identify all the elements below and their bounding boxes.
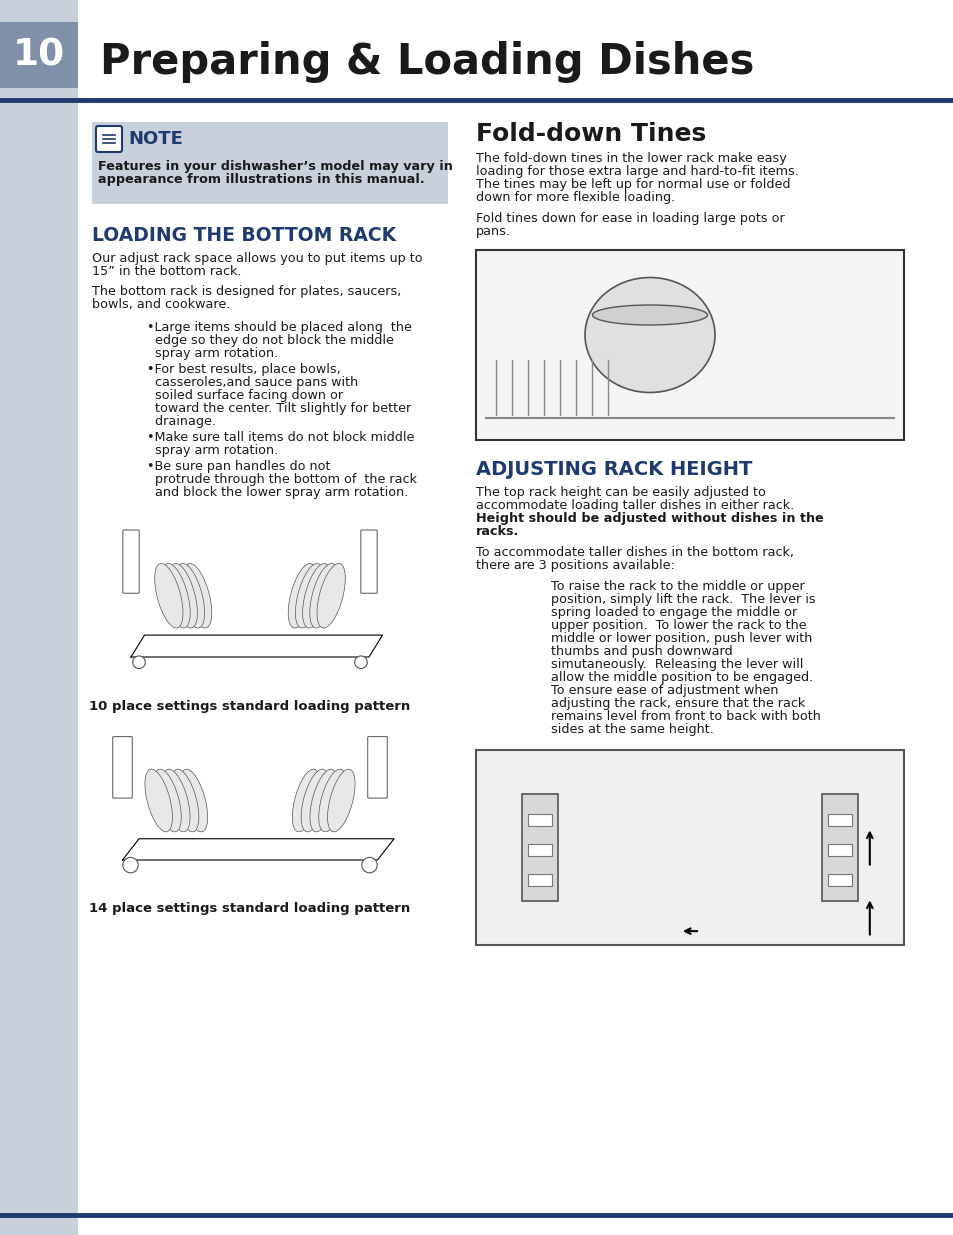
Ellipse shape (153, 769, 181, 832)
Text: 15” in the bottom rack.: 15” in the bottom rack. (91, 266, 241, 278)
Ellipse shape (310, 769, 337, 832)
Bar (528, 844, 552, 856)
Text: appearance from illustrations in this manual.: appearance from illustrations in this ma… (98, 173, 424, 186)
Text: The fold-down tines in the lower rack make easy: The fold-down tines in the lower rack ma… (476, 152, 786, 165)
Ellipse shape (145, 769, 172, 832)
Ellipse shape (302, 563, 331, 629)
Text: edge so they do not block the middle: edge so they do not block the middle (147, 333, 394, 347)
Text: adjusting the rack, ensure that the rack: adjusting the rack, ensure that the rack (551, 697, 804, 710)
Ellipse shape (327, 769, 355, 832)
Text: drainage.: drainage. (147, 415, 215, 429)
Text: upper position.  To lower the rack to the: upper position. To lower the rack to the (551, 619, 806, 632)
Text: loading for those extra large and hard-to-fit items.: loading for those extra large and hard-t… (476, 165, 798, 178)
Ellipse shape (176, 563, 204, 629)
Text: 10 place settings standard loading pattern: 10 place settings standard loading patte… (90, 700, 410, 713)
Ellipse shape (316, 563, 345, 629)
Ellipse shape (584, 278, 714, 393)
Bar (827, 844, 851, 856)
Circle shape (361, 857, 376, 873)
Ellipse shape (295, 563, 323, 629)
Text: there are 3 positions available:: there are 3 positions available: (476, 559, 674, 572)
Bar (827, 814, 851, 826)
Bar (827, 874, 851, 885)
Text: sides at the same height.: sides at the same height. (551, 722, 713, 736)
Ellipse shape (310, 563, 337, 629)
Bar (528, 874, 552, 885)
Circle shape (123, 857, 138, 873)
Bar (0, 22, 78, 88)
Text: bowls, and cookware.: bowls, and cookware. (91, 298, 230, 311)
Text: To accommodate taller dishes in the bottom rack,: To accommodate taller dishes in the bott… (476, 546, 793, 559)
Text: remains level from front to back with both: remains level from front to back with bo… (551, 710, 820, 722)
Text: 10: 10 (13, 37, 65, 73)
Text: ADJUSTING RACK HEIGHT: ADJUSTING RACK HEIGHT (476, 459, 752, 479)
Text: To ensure ease of adjustment when: To ensure ease of adjustment when (551, 684, 778, 697)
Text: •Make sure tall items do not block middle: •Make sure tall items do not block middl… (147, 431, 414, 445)
Bar (476, 249, 903, 440)
Text: spring loaded to engage the middle or: spring loaded to engage the middle or (551, 606, 797, 619)
Text: •Large items should be placed along  the: •Large items should be placed along the (147, 321, 412, 333)
Text: 14 place settings standard loading pattern: 14 place settings standard loading patte… (90, 902, 410, 915)
FancyBboxPatch shape (96, 126, 122, 152)
Text: Height should be adjusted without dishes in the: Height should be adjusted without dishes… (476, 513, 822, 525)
Ellipse shape (183, 563, 212, 629)
Text: The tines may be left up for normal use or folded: The tines may be left up for normal use … (476, 178, 790, 191)
Text: Fold tines down for ease in loading large pots or: Fold tines down for ease in loading larg… (476, 212, 784, 225)
Ellipse shape (180, 769, 208, 832)
Text: racks.: racks. (476, 525, 518, 538)
Text: down for more flexible loading.: down for more flexible loading. (476, 191, 675, 204)
Text: and block the lower spray arm rotation.: and block the lower spray arm rotation. (147, 487, 408, 499)
Bar (521, 794, 558, 902)
Ellipse shape (162, 563, 190, 629)
Text: allow the middle position to be engaged.: allow the middle position to be engaged. (551, 671, 812, 684)
Text: spray arm rotation.: spray arm rotation. (147, 347, 278, 359)
Ellipse shape (288, 563, 316, 629)
Text: •For best results, place bowls,: •For best results, place bowls, (147, 363, 340, 375)
Circle shape (132, 656, 145, 668)
Text: thumbs and push downward: thumbs and push downward (551, 645, 732, 658)
Ellipse shape (169, 563, 197, 629)
Text: simutaneously.  Releasing the lever will: simutaneously. Releasing the lever will (551, 658, 802, 671)
Text: pans.: pans. (476, 225, 511, 238)
Text: casseroles,and sauce pans with: casseroles,and sauce pans with (147, 375, 358, 389)
Text: Fold-down Tines: Fold-down Tines (476, 122, 705, 146)
Ellipse shape (292, 769, 319, 832)
Text: accommodate loading taller dishes in either rack.: accommodate loading taller dishes in eit… (476, 499, 794, 513)
Text: Preparing & Loading Dishes: Preparing & Loading Dishes (100, 41, 754, 83)
Text: Features in your dishwasher’s model may vary in: Features in your dishwasher’s model may … (98, 161, 453, 173)
Text: NOTE: NOTE (128, 130, 183, 148)
Text: •Be sure pan handles do not: •Be sure pan handles do not (147, 459, 330, 473)
Ellipse shape (301, 769, 328, 832)
Text: soiled surface facing down or: soiled surface facing down or (147, 389, 343, 403)
Text: The top rack height can be easily adjusted to: The top rack height can be easily adjust… (476, 487, 765, 499)
Text: middle or lower position, push lever with: middle or lower position, push lever wit… (551, 632, 812, 645)
Text: LOADING THE BOTTOM RACK: LOADING THE BOTTOM RACK (91, 226, 395, 245)
Text: protrude through the bottom of  the rack: protrude through the bottom of the rack (147, 473, 416, 487)
Ellipse shape (592, 305, 707, 325)
Bar (91, 122, 448, 204)
Ellipse shape (162, 769, 190, 832)
Bar (528, 814, 552, 826)
Text: Our adjust rack space allows you to put items up to: Our adjust rack space allows you to put … (91, 252, 422, 266)
Circle shape (355, 656, 367, 668)
Bar (476, 750, 903, 945)
Ellipse shape (318, 769, 346, 832)
Text: position, simply lift the rack.  The lever is: position, simply lift the rack. The leve… (551, 593, 815, 606)
Bar (821, 794, 857, 902)
Ellipse shape (172, 769, 198, 832)
Text: To raise the rack to the middle or upper: To raise the rack to the middle or upper (551, 580, 804, 593)
Text: spray arm rotation.: spray arm rotation. (147, 445, 278, 457)
Ellipse shape (154, 563, 183, 629)
Bar (0, 0, 78, 1235)
Text: The bottom rack is designed for plates, saucers,: The bottom rack is designed for plates, … (91, 285, 401, 298)
Text: toward the center. Tilt slightly for better: toward the center. Tilt slightly for bet… (147, 403, 411, 415)
